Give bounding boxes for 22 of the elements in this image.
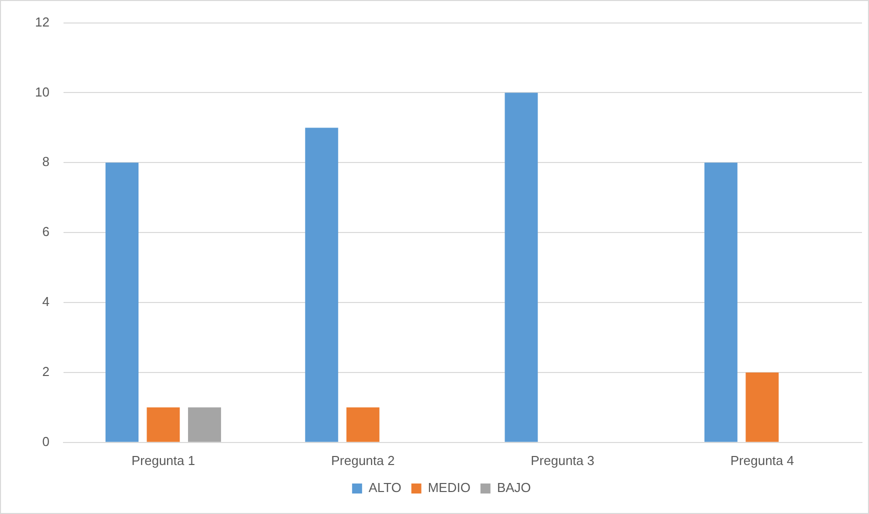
bar [704,162,738,442]
bar [746,372,779,442]
y-tick-label: 12 [34,14,50,30]
y-tick-label: 10 [34,84,50,100]
y-tick-label: 2 [42,364,50,380]
legend-label: ALTO [368,480,402,496]
y-tick-label: 0 [42,434,50,449]
bar [106,162,139,442]
legend-label: BAJO [496,480,531,496]
y-tick-label: 6 [42,224,50,240]
x-tick-label: Pregunta 3 [530,452,594,468]
legend-label: MEDIO [428,480,470,496]
x-tick-label: Pregunta 2 [331,452,395,468]
bar [305,128,338,442]
bar [146,407,180,442]
bar [346,407,380,442]
bar [504,92,538,442]
y-tick-label: 4 [42,294,50,310]
x-tick-label: Pregunta 1 [131,452,196,468]
y-tick-label: 8 [42,154,50,170]
bar [188,407,222,442]
x-tick-label: Pregunta 4 [730,452,794,468]
